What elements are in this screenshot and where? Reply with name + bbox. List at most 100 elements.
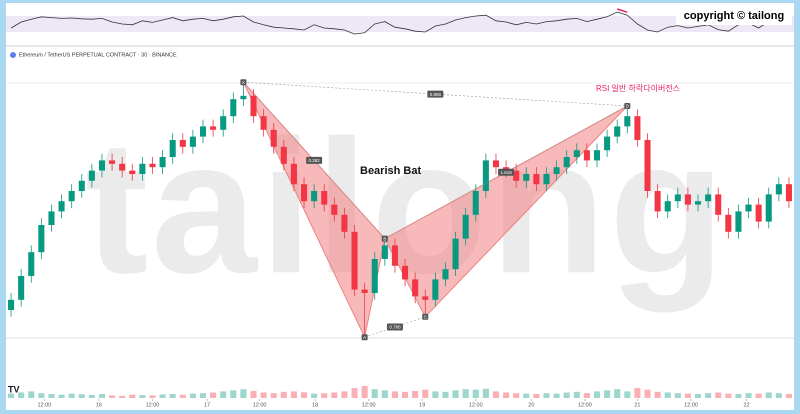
point-box bbox=[624, 103, 631, 109]
volume-bar bbox=[270, 393, 277, 398]
volume-bar bbox=[684, 393, 691, 398]
volume-bar bbox=[735, 394, 742, 398]
volume-bar bbox=[785, 394, 792, 398]
rsi-line bbox=[10, 11, 790, 35]
candle-body bbox=[199, 126, 207, 137]
ratio-label: 0.382 bbox=[308, 158, 320, 163]
candle-body bbox=[8, 299, 15, 310]
volume-bar bbox=[614, 389, 621, 398]
candle-body bbox=[371, 259, 378, 293]
x-tick-label: 17 bbox=[204, 402, 210, 408]
volume-bar bbox=[634, 388, 641, 398]
candle-body bbox=[412, 279, 419, 297]
candle-body bbox=[745, 204, 752, 212]
volume-bar bbox=[472, 389, 479, 398]
ratio-box bbox=[306, 156, 323, 164]
candle-body bbox=[452, 238, 459, 270]
volume-bar bbox=[543, 393, 550, 398]
candle-body bbox=[442, 269, 449, 280]
candle-body bbox=[18, 276, 25, 300]
candle-body bbox=[654, 191, 661, 212]
point-box bbox=[240, 79, 247, 86]
candle-body bbox=[331, 204, 338, 215]
volume-bar bbox=[715, 392, 722, 398]
x-tick-label: 19 bbox=[419, 402, 425, 408]
point-label: B bbox=[383, 236, 386, 241]
volume-bar bbox=[28, 391, 35, 398]
volume-bar bbox=[563, 392, 570, 398]
candle-body bbox=[523, 174, 530, 181]
candle-body bbox=[785, 184, 792, 202]
candle-body bbox=[674, 194, 681, 202]
volume-bar bbox=[745, 393, 752, 398]
candle-body bbox=[321, 191, 328, 205]
volume-bar bbox=[654, 391, 661, 398]
volume-bar bbox=[765, 392, 772, 398]
volume-bar bbox=[300, 392, 308, 398]
candle-body bbox=[280, 146, 287, 164]
candle-body bbox=[48, 211, 55, 225]
volume-bar bbox=[593, 391, 601, 398]
volume-bar bbox=[674, 393, 681, 398]
candle-body bbox=[341, 214, 348, 232]
candle-body bbox=[634, 116, 641, 140]
volume-bar bbox=[452, 390, 459, 398]
candle-body bbox=[149, 163, 156, 168]
volume-bar bbox=[240, 389, 247, 398]
volume-bar bbox=[492, 391, 500, 398]
volume-bar bbox=[311, 393, 318, 398]
volume-bar bbox=[381, 390, 388, 398]
volume-bar bbox=[553, 393, 560, 398]
candle-body bbox=[109, 160, 116, 164]
volume-bar bbox=[775, 393, 782, 398]
volume-bar bbox=[280, 391, 287, 398]
candle-body bbox=[432, 279, 439, 300]
volume-bar bbox=[139, 395, 146, 398]
candle-body bbox=[159, 157, 166, 168]
volume-bar bbox=[38, 393, 45, 398]
volume-bar bbox=[391, 391, 398, 398]
copyright-box bbox=[676, 7, 792, 25]
candle-body bbox=[775, 184, 782, 195]
volume-bar bbox=[361, 385, 368, 398]
candle-body bbox=[533, 174, 540, 185]
candle-body bbox=[210, 126, 217, 130]
volume-bar bbox=[503, 392, 510, 398]
volume-bar bbox=[664, 392, 671, 398]
candle-body bbox=[230, 99, 237, 117]
volume-bar bbox=[422, 389, 429, 398]
candle-body bbox=[543, 174, 550, 185]
candle-body bbox=[593, 150, 601, 161]
volume-bar bbox=[755, 393, 762, 398]
volume-bar bbox=[48, 394, 55, 398]
candle-body bbox=[351, 231, 358, 290]
x-tick-label: 18 bbox=[312, 402, 318, 408]
volume-bar bbox=[179, 394, 186, 398]
volume-bar bbox=[98, 394, 106, 398]
annotation: RSI 일반 하락다이버전스 bbox=[596, 83, 680, 93]
candle-body bbox=[573, 150, 580, 157]
candle-body bbox=[220, 116, 227, 130]
candle-body bbox=[694, 201, 702, 205]
candle-body bbox=[604, 136, 611, 151]
candle-body bbox=[492, 160, 500, 168]
candle-body bbox=[583, 150, 590, 161]
pattern-name: Bearish Bat bbox=[360, 165, 421, 177]
candle-body bbox=[88, 170, 95, 181]
volume-bar bbox=[604, 390, 611, 398]
volume-bar bbox=[583, 393, 590, 398]
candle-body bbox=[725, 214, 732, 232]
volume-bar bbox=[189, 393, 196, 398]
candle-body bbox=[381, 245, 388, 259]
volume-bar bbox=[68, 393, 75, 398]
candle-body bbox=[250, 95, 257, 117]
panel bbox=[6, 3, 794, 410]
candle-body bbox=[300, 184, 308, 202]
pattern-ac bbox=[364, 316, 426, 338]
volume-bar bbox=[169, 394, 176, 398]
copyright: copyright © tailong bbox=[684, 10, 784, 22]
ratio-box bbox=[386, 323, 403, 331]
volume-bar bbox=[533, 394, 540, 398]
tv-logo: TV bbox=[8, 384, 20, 394]
